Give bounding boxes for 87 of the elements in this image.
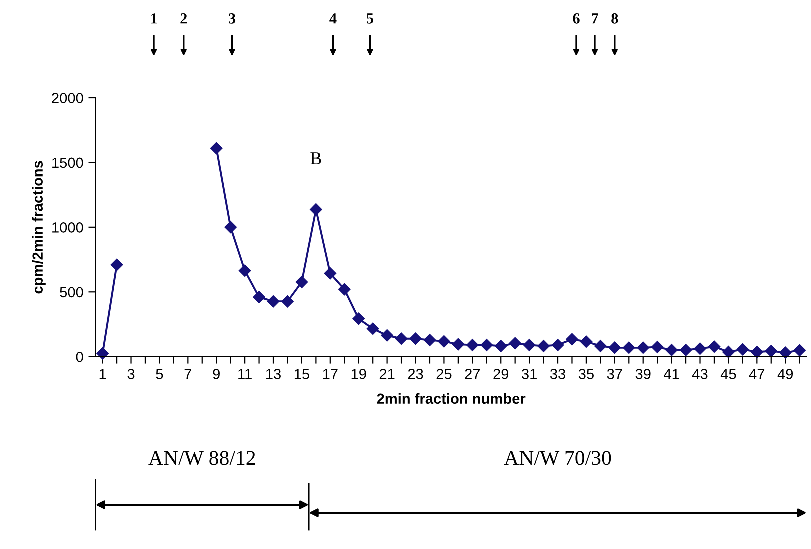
x-tick-label: 37 [607, 369, 622, 380]
point [765, 345, 778, 358]
point [296, 276, 308, 288]
x-tick-label: 3 [128, 369, 135, 380]
point [366, 322, 380, 335]
point [110, 258, 124, 272]
point [452, 338, 465, 351]
point [680, 344, 692, 356]
point [381, 330, 394, 342]
point [651, 341, 664, 354]
x-tick-label: 33 [550, 369, 566, 380]
x-tick-label: 17 [323, 369, 338, 380]
point [267, 295, 280, 308]
point [736, 344, 750, 356]
x-tick-label: 11 [238, 369, 252, 380]
point [580, 336, 593, 348]
x-tick-label: 23 [408, 369, 424, 380]
point [480, 339, 493, 352]
point [466, 339, 479, 352]
point [523, 339, 536, 352]
text: 4 [330, 14, 337, 24]
x-tick-label: 31 [522, 369, 537, 380]
point [623, 342, 636, 354]
y-tick-label: 2000 [52, 93, 84, 104]
x-tick-label: 27 [465, 369, 480, 380]
y-tick-label: 1000 [52, 222, 84, 233]
x-tick-label: 41 [664, 369, 680, 380]
point [96, 348, 109, 360]
point [495, 340, 508, 352]
y-axis-title: cpm/2min fractions [32, 161, 46, 294]
point [552, 339, 564, 352]
point [708, 340, 721, 353]
point [238, 264, 252, 278]
point [637, 342, 650, 354]
point [722, 346, 735, 358]
y-tick-label: 500 [60, 287, 84, 298]
x-tick-label: 1 [100, 369, 106, 380]
x-tick-label: 47 [749, 369, 765, 380]
text: AN/W 70/30 [504, 451, 612, 466]
point [794, 344, 806, 357]
text: 5 [367, 14, 374, 24]
x-tick-label: 19 [352, 369, 366, 380]
point [509, 337, 522, 350]
point [751, 346, 764, 358]
point [338, 283, 351, 296]
x-tick-label: 13 [266, 369, 281, 380]
x-tick-label: 9 [213, 369, 220, 380]
point [395, 332, 408, 345]
x-tick-label: 7 [184, 369, 192, 380]
x-tick-label: 49 [778, 369, 794, 380]
point [310, 204, 322, 216]
point [438, 335, 450, 348]
x-axis-title: 2min fraction number [377, 393, 526, 404]
point [210, 142, 223, 155]
text: AN/W 88/12 [148, 451, 256, 466]
text: 1 [151, 14, 158, 24]
point [666, 344, 678, 356]
point [352, 312, 365, 326]
y-tick-label: 1500 [52, 158, 84, 168]
x-tick-label: 29 [494, 369, 509, 380]
y-tick-label: 0 [76, 352, 84, 362]
point [282, 295, 294, 308]
text: 6 [573, 14, 580, 24]
text: 3 [229, 14, 236, 24]
point [324, 268, 337, 280]
point [694, 342, 706, 355]
text: 7 [592, 14, 598, 24]
text: 8 [612, 14, 618, 24]
point [780, 346, 792, 359]
point [608, 342, 622, 354]
point [410, 332, 422, 345]
point [566, 333, 578, 346]
x-tick-label: 35 [578, 369, 594, 380]
point [538, 340, 550, 352]
x-tick-label: 15 [294, 369, 310, 380]
point [594, 340, 607, 352]
point [424, 334, 436, 346]
annotation: B [310, 152, 322, 165]
x-tick-label: 25 [436, 369, 452, 380]
x-tick-label: 45 [720, 369, 736, 380]
point [253, 291, 266, 304]
x-tick-label: 21 [380, 369, 395, 380]
x-tick-label: 39 [636, 369, 651, 380]
x-tick-label: 43 [692, 369, 708, 380]
point [224, 221, 237, 234]
text: 2 [180, 14, 188, 24]
x-tick-label: 5 [156, 369, 164, 380]
